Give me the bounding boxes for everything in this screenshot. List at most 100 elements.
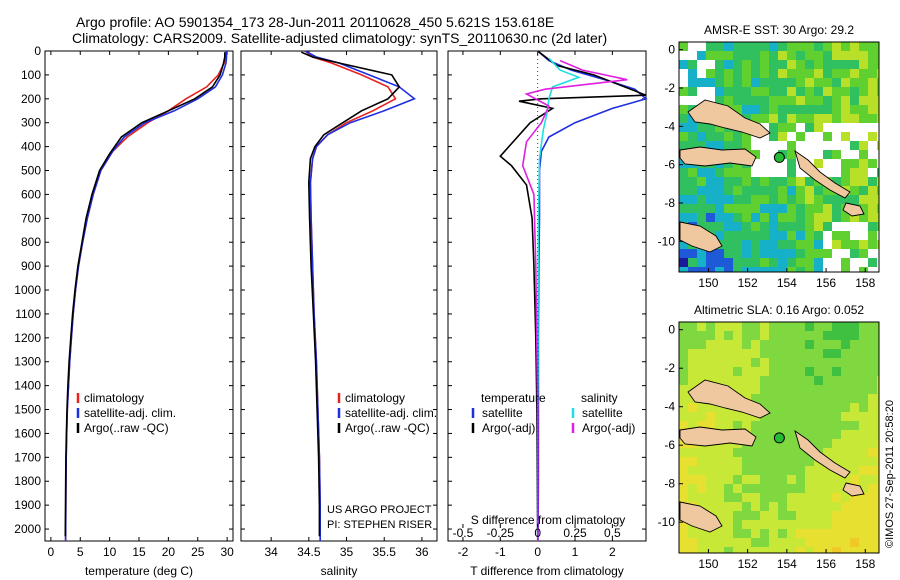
map-cell	[814, 358, 823, 367]
map-cell	[814, 60, 823, 69]
map-cell	[787, 547, 796, 553]
map-cell	[697, 42, 706, 51]
map-cell	[760, 394, 769, 403]
map-cell	[733, 258, 742, 267]
map-cell	[814, 87, 823, 96]
map-cell	[859, 466, 868, 475]
map-cell	[751, 159, 760, 168]
map-cell	[832, 403, 841, 412]
map-cell	[778, 204, 787, 213]
map-cell	[814, 349, 823, 358]
map-cell	[769, 412, 778, 421]
map-cell	[805, 105, 814, 114]
map-cell	[715, 42, 724, 51]
land-outline	[842, 202, 865, 217]
map-cell	[715, 421, 724, 430]
map-cell	[805, 340, 814, 349]
map-cell	[805, 51, 814, 60]
map-cell	[706, 213, 715, 222]
map-cell	[868, 349, 877, 358]
map-cell	[859, 484, 868, 493]
map-cell	[868, 439, 877, 448]
map-cell	[877, 412, 879, 421]
map-cell	[868, 511, 877, 520]
map-cell	[688, 457, 697, 466]
map-cell	[805, 231, 814, 240]
map-cell	[769, 132, 778, 141]
map-cell	[688, 249, 697, 258]
map-cell	[778, 87, 787, 96]
sla-map-panel: Altimetric SLA: 0.16 Argo: 0.052 150 152 15…	[658, 303, 880, 571]
map-cell	[706, 322, 715, 331]
map-cell	[697, 358, 706, 367]
map-cell	[733, 340, 742, 349]
map-cell	[751, 42, 760, 51]
map-cell	[706, 96, 715, 105]
map-cell	[733, 78, 742, 87]
map-cell	[805, 258, 814, 267]
map-cell	[715, 340, 724, 349]
map-cell	[688, 168, 697, 177]
map-cell	[715, 132, 724, 141]
map-cell	[769, 340, 778, 349]
map-cell	[868, 240, 877, 249]
map-cell	[868, 475, 877, 484]
map-cell	[868, 258, 877, 267]
map-cell	[796, 493, 805, 502]
y-tick-label: 1400	[14, 379, 41, 393]
map-cell	[805, 403, 814, 412]
map-cell	[769, 51, 778, 60]
map-cell	[877, 367, 879, 376]
map-cell	[859, 51, 868, 60]
map-cell	[841, 412, 850, 421]
map-cell	[706, 349, 715, 358]
y-tick-label: -10	[658, 234, 676, 248]
map-cell	[706, 60, 715, 69]
map-cell	[733, 367, 742, 376]
map-cell	[733, 42, 742, 51]
map-cell	[751, 186, 760, 195]
map-cell	[733, 222, 742, 231]
map-cell	[859, 502, 868, 511]
map-cell	[796, 60, 805, 69]
map-cell	[760, 547, 769, 553]
land-outline	[794, 149, 851, 199]
map-cell	[769, 60, 778, 69]
map-cell	[751, 529, 760, 538]
map-cell	[688, 493, 697, 502]
map-cell	[787, 385, 796, 394]
map-cell	[823, 42, 832, 51]
map-cell	[724, 222, 733, 231]
map-cell	[832, 258, 841, 267]
map-cell	[697, 249, 706, 258]
x-tick-label: 150	[698, 557, 718, 571]
map-cell	[715, 96, 724, 105]
map-cell	[832, 367, 841, 376]
map-cell	[814, 204, 823, 213]
map-cell	[778, 60, 787, 69]
map-cell	[742, 240, 751, 249]
map-cell	[814, 78, 823, 87]
legend-entry: Argo(-adj)	[582, 421, 635, 435]
map-cell	[697, 412, 706, 421]
map-cell	[760, 367, 769, 376]
map-cell	[751, 340, 760, 349]
map-cell	[769, 186, 778, 195]
map-cell	[751, 502, 760, 511]
map-cell	[724, 42, 733, 51]
map-cell	[850, 475, 859, 484]
map-cell	[868, 87, 877, 96]
map-cell	[823, 141, 832, 150]
map-cell	[814, 322, 823, 331]
map-cell	[742, 538, 751, 547]
map-cell	[760, 177, 769, 186]
map-cell	[760, 421, 769, 430]
map-cell	[769, 267, 778, 272]
map-cell	[850, 78, 859, 87]
map-cell	[877, 141, 879, 150]
map-cell	[724, 421, 733, 430]
map-cell	[697, 60, 706, 69]
map-cell	[796, 240, 805, 249]
map-cell	[868, 493, 877, 502]
map-cell	[877, 322, 879, 331]
